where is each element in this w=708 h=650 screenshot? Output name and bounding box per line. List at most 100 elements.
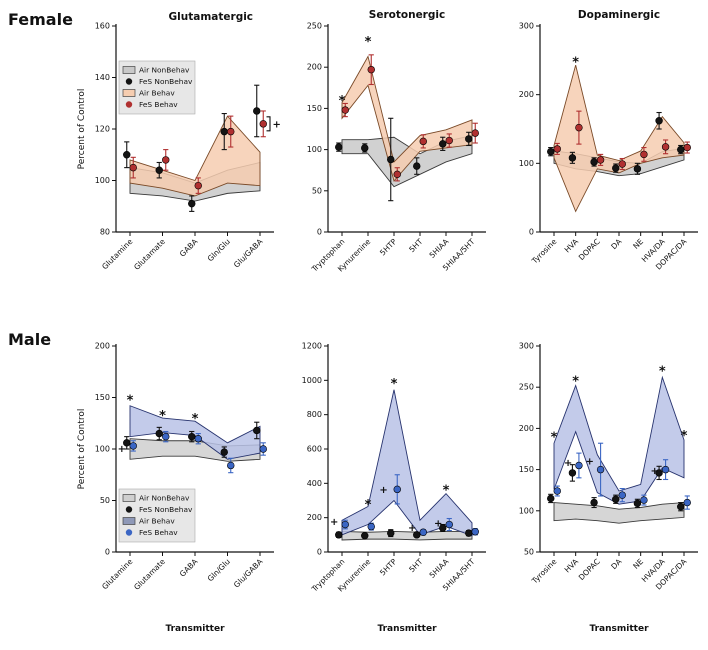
x-tick-label: 5HT (407, 557, 424, 574)
point-fes-behav (445, 520, 453, 529)
asterisk-marker: * (127, 394, 134, 409)
point-fes-behav (661, 143, 670, 151)
y-tick-label: 50 (524, 548, 534, 557)
point-fes-behav (683, 143, 691, 152)
asterisk-marker: * (192, 412, 199, 427)
plus-marker: + (586, 456, 594, 467)
x-tick-label: 5HTP (378, 237, 399, 258)
legend-label: FeS Behav (139, 528, 178, 537)
point-fes-nonbehav (568, 154, 577, 162)
y-axis-title: Percent of Control (77, 409, 87, 490)
chart-male-glutamatergic: Percent of Control Transmitter 0 50 100 150 20… (77, 342, 274, 634)
y-tick-label: 100 (95, 176, 110, 185)
y-tick-label: 250 (519, 383, 534, 392)
band-air-behav (129, 405, 261, 460)
legend: Air NonBehav FeS NonBehav Air Behav FeS Beh… (118, 488, 196, 543)
y-tick-label: 160 (95, 22, 110, 31)
y-tick-label: 150 (519, 465, 534, 474)
x-tick-label: HVA (563, 556, 581, 574)
y-tick-label: 150 (95, 393, 110, 402)
plus-marker: + (330, 517, 338, 528)
legend-label: Air Behav (139, 89, 175, 98)
x-tick-label: GABA (178, 236, 200, 258)
x-tick-label: Gln/Glu (206, 557, 232, 583)
point-fes-nonbehav (361, 531, 369, 540)
point-fes-behav (618, 491, 626, 499)
y-tick-label: 50 (100, 496, 110, 505)
legend-swatch-point (125, 101, 133, 108)
point-fes-nonbehav (590, 498, 598, 507)
legend-label: FeS Behav (139, 100, 178, 109)
x-axis-title: Transmitter (165, 624, 225, 634)
y-tick-label: 0 (105, 548, 110, 557)
legend-swatch-point (125, 78, 133, 85)
point-fes-nonbehav (677, 145, 685, 154)
x-tick-label: Glutamate (132, 237, 167, 272)
point-fes-nonbehav (335, 531, 343, 539)
point-fes-behav (596, 465, 605, 474)
panel-female-serotonergic: Serotonergic 0 50 100 150 200 250 Tryptophan Kyn… (286, 6, 492, 316)
point-fes-behav (227, 461, 235, 470)
x-tick-label: Tyrosine (529, 237, 558, 266)
y-tick-label: 100 (307, 145, 322, 154)
point-fes-behav (471, 129, 479, 137)
point-fes-behav (419, 528, 427, 536)
y-tick-label: 250 (307, 22, 322, 31)
point-fes-behav (575, 461, 583, 470)
point-fes-behav (553, 487, 561, 495)
x-tick-label: Glutamine (100, 237, 134, 271)
y-tick-label: 300 (519, 22, 534, 31)
y-tick-label: 400 (307, 479, 322, 488)
point-fes-nonbehav (547, 147, 555, 156)
y-tick-label: 100 (519, 506, 534, 515)
point-fes-nonbehav (413, 531, 421, 539)
legend-label: FeS NonBehav (139, 505, 193, 514)
asterisk-marker: * (339, 94, 346, 109)
x-tick-label: Glu/GABA (232, 556, 265, 589)
y-tick-label: 1200 (302, 342, 322, 351)
point-fes-behav (259, 120, 267, 128)
y-tick-label: 100 (519, 159, 534, 168)
plus-marker: + (408, 523, 416, 534)
point-fes-behav (640, 150, 648, 159)
point-fes-behav (640, 496, 648, 504)
point-fes-nonbehav (568, 469, 577, 477)
point-fes-behav (129, 442, 137, 450)
x-tick-label: Tyrosine (529, 557, 558, 586)
point-fes-behav (683, 498, 691, 507)
point-fes-behav (661, 465, 670, 474)
legend: Air NonBehav FeS NonBehav Air Behav FeS Beh… (118, 60, 196, 115)
x-tick-label: 5HIAA (428, 556, 451, 579)
y-tick-label: 200 (95, 342, 110, 351)
y-tick-label: 200 (519, 90, 534, 99)
point-fes-nonbehav (155, 429, 163, 438)
asterisk-marker: * (365, 498, 372, 513)
point-fes-nonbehav (387, 155, 395, 164)
band-air-behav (341, 389, 473, 537)
point-fes-nonbehav (439, 140, 447, 148)
band-air-nonbehav (553, 502, 685, 524)
panel-male-glutamatergic: Percent of Control Transmitter 0 50 100 150 20… (74, 326, 280, 636)
asterisk-marker: * (443, 483, 450, 498)
point-fes-behav (194, 181, 202, 190)
chart-male-serotonergic: Transmitter020040060080010001200Tryptoph… (302, 342, 486, 634)
point-fes-behav (129, 163, 137, 172)
band-air-behav (553, 375, 685, 505)
x-tick-label: 5HTP (378, 557, 399, 578)
y-tick-label: 1000 (302, 376, 322, 385)
panel-title: Dopaminergic (578, 9, 660, 21)
legend-swatch-band (122, 517, 136, 525)
point-fes-nonbehav (590, 158, 598, 166)
point-fes-behav (553, 145, 561, 153)
y-tick-label: 600 (307, 445, 322, 454)
row-label-female: Female (8, 10, 73, 29)
point-fes-behav (162, 156, 170, 164)
y-axis-title: Percent of Control (77, 89, 87, 170)
point-fes-nonbehav (361, 144, 369, 152)
y-tick-label: 0 (317, 228, 322, 237)
point-fes-nonbehav (655, 117, 663, 125)
asterisk-marker: * (659, 365, 666, 380)
plus-marker: + (564, 458, 572, 469)
point-fes-behav (259, 445, 267, 453)
